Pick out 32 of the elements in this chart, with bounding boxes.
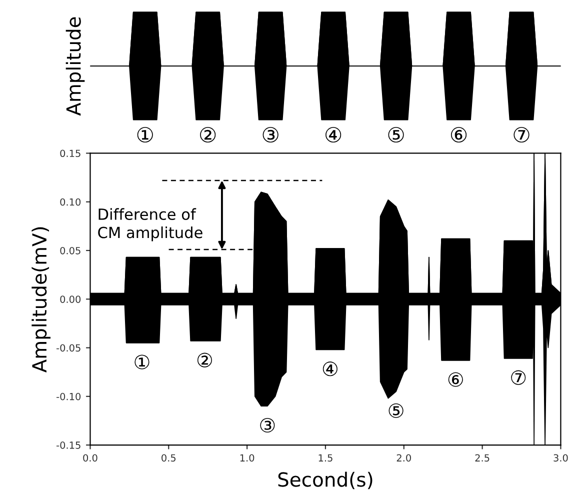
y-tick-label: 0.05 xyxy=(60,246,80,254)
y-tick-label: 0.10 xyxy=(60,198,81,206)
x-tick-label: ⑥ xyxy=(450,126,467,143)
x-tick-label: ⑤ xyxy=(388,126,404,143)
y-tick-label: 0.15 xyxy=(60,150,80,158)
y-tick-label: 0.00 xyxy=(60,296,81,303)
annotation: ⑦ xyxy=(511,370,526,385)
annotation: ⑥ xyxy=(448,372,463,387)
x-tick-label: 0.5 xyxy=(162,454,176,462)
x-tick-label: ⑦ xyxy=(514,126,530,143)
y-axis-title: Amplitude xyxy=(66,17,85,116)
x-tick-label: ④ xyxy=(326,126,342,143)
annotation: ③ xyxy=(260,418,275,433)
annotation: Difference of CM amplitude xyxy=(98,208,202,242)
x-tick-label: ③ xyxy=(262,126,278,143)
annotation: ④ xyxy=(322,362,338,376)
annotation: ① xyxy=(134,354,150,370)
annotation: ⑤ xyxy=(388,403,404,418)
y-axis-title: Amplitude(mV) xyxy=(32,227,50,372)
x-tick-label: ② xyxy=(200,126,216,143)
y-tick-label: -0.05 xyxy=(56,344,80,352)
x-tick-label: 1.5 xyxy=(318,454,332,462)
y-tick-label: -0.15 xyxy=(56,442,80,449)
x-tick-label: 1.0 xyxy=(240,454,254,462)
x-tick-label: 3.0 xyxy=(554,454,568,462)
x-tick-label: ① xyxy=(137,126,153,143)
x-tick-label: 0.0 xyxy=(83,454,98,462)
annotation: ② xyxy=(197,352,212,368)
y-tick-label: -0.10 xyxy=(56,392,81,400)
x-tick-label: 2.5 xyxy=(475,454,490,462)
x-tick-label: 2.0 xyxy=(396,454,411,462)
x-axis-title: Second(s) xyxy=(278,472,372,490)
